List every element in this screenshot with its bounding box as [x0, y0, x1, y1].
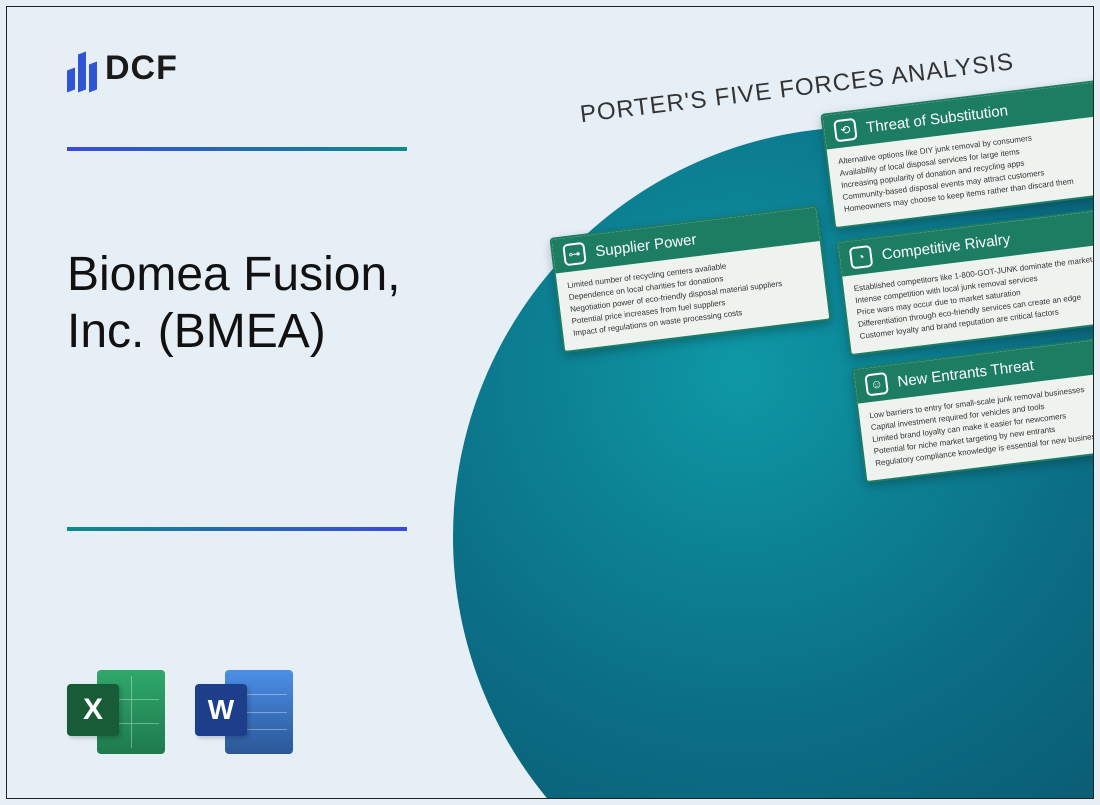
word-letter: W: [195, 684, 247, 736]
divider-top: [67, 147, 407, 151]
card-threat-substitution: ⟲ Threat of Substitution Alternative opt…: [820, 79, 1094, 229]
analysis-panel: PORTER'S FIVE FORCES ANALYSIS ⊶ Supplier…: [488, 37, 1094, 523]
excel-letter: X: [67, 684, 119, 736]
excel-icon[interactable]: X: [67, 666, 165, 758]
card-competitive-rivalry: ◔ Competitive Rivalry Established compet…: [836, 206, 1094, 356]
pie-icon: ◔: [849, 245, 874, 270]
brand-name: DCF: [105, 49, 178, 88]
key-icon: ⊶: [562, 242, 587, 267]
person-icon: ☺: [864, 372, 889, 397]
card-supplier-power: ⊶ Supplier Power Limited number of recyc…: [549, 205, 831, 353]
brand-logo: DCF: [67, 45, 178, 91]
app-icons-row: X W: [67, 666, 293, 758]
page-title: Biomea Fusion, Inc. (BMEA): [67, 247, 487, 360]
logo-bars-icon: [67, 45, 97, 91]
cards-grid: ⊶ Supplier Power Limited number of recyc…: [493, 79, 1094, 524]
word-icon[interactable]: W: [195, 666, 293, 758]
divider-bottom: [67, 527, 407, 531]
slide-frame: DCF Biomea Fusion, Inc. (BMEA) X W PORTE…: [6, 6, 1094, 799]
refresh-icon: ⟲: [833, 118, 858, 143]
card-title: Supplier Power: [594, 231, 697, 260]
